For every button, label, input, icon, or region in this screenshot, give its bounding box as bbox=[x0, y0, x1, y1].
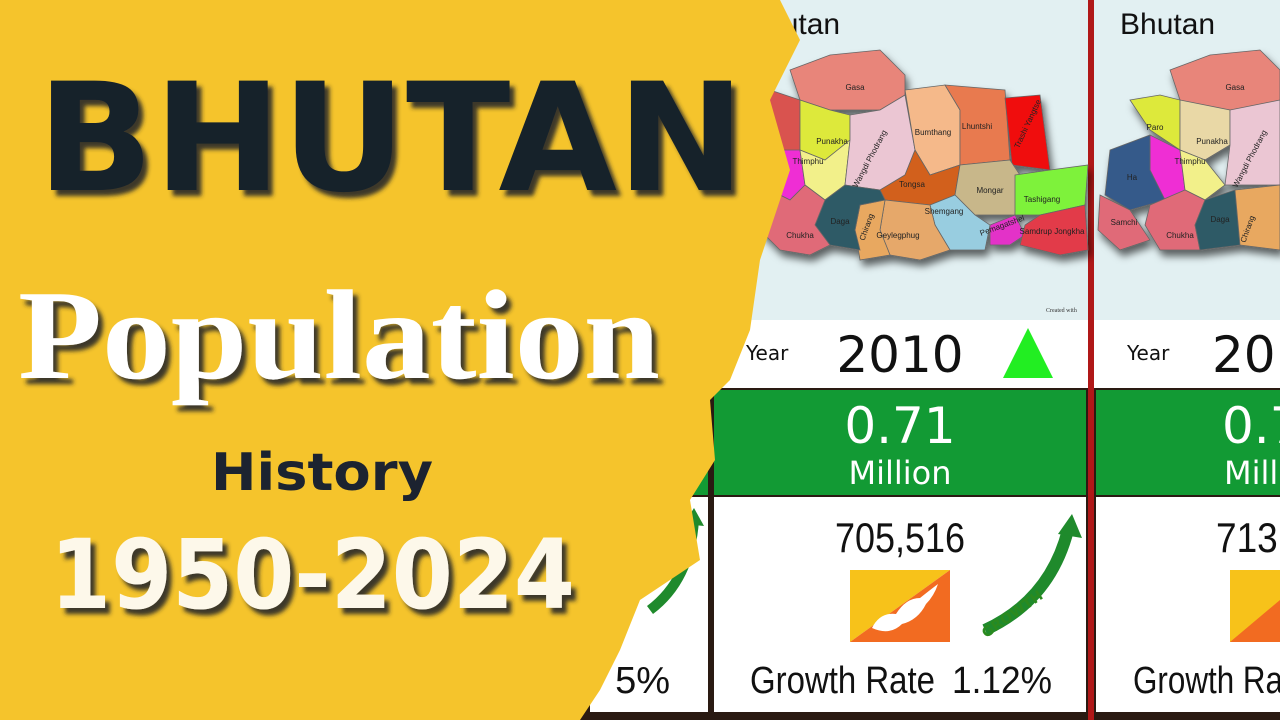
title: BHUTAN bbox=[37, 52, 745, 226]
region bbox=[1179, 149, 1226, 201]
region-label: Daga bbox=[1210, 215, 1230, 224]
growth-rate-label: Growth Ra bbox=[1133, 660, 1280, 702]
year: 20 bbox=[1212, 326, 1276, 384]
region-label: Daga bbox=[830, 217, 850, 226]
region-label: Thimphu bbox=[1174, 157, 1205, 166]
region-label: Samchi bbox=[1111, 218, 1138, 227]
region bbox=[1234, 184, 1280, 251]
flag-orange bbox=[1230, 600, 1280, 642]
growth-rate: 5% bbox=[615, 660, 670, 702]
growth-arrow-head bbox=[1058, 514, 1082, 538]
region bbox=[1224, 99, 1280, 186]
card-title: Bhutan bbox=[1120, 8, 1215, 41]
year-label: Year bbox=[1126, 341, 1170, 365]
flag-dragon bbox=[872, 584, 938, 632]
region-label: Paro bbox=[1147, 123, 1164, 132]
population: 713, bbox=[1216, 514, 1280, 561]
region-label: Tashigang bbox=[1024, 195, 1060, 204]
region-label: Bumthang bbox=[915, 128, 951, 137]
country-card: Bhutan Gasa Punakha Paro Thimphu Ha Samc… bbox=[1094, 0, 1280, 712]
population: 705,516 bbox=[835, 514, 965, 561]
region-label: Ha bbox=[1127, 173, 1138, 182]
population-unit: Mill bbox=[1224, 454, 1278, 492]
population-millions: 0.71 bbox=[844, 397, 955, 455]
years: 1950-2024 bbox=[50, 519, 575, 631]
region bbox=[1194, 189, 1241, 251]
growth-rate-label: Growth Rate bbox=[750, 660, 935, 702]
region bbox=[1019, 204, 1089, 256]
map bbox=[1097, 49, 1280, 251]
divider bbox=[1088, 0, 1094, 720]
growth-rate: 1.12% bbox=[952, 660, 1052, 702]
year-label: Year bbox=[745, 341, 789, 365]
population-band bbox=[1096, 390, 1280, 495]
region-label: Chukha bbox=[786, 231, 814, 240]
region bbox=[1179, 99, 1231, 161]
growth-arrow bbox=[982, 528, 1074, 636]
region-label: Shemgang bbox=[925, 207, 964, 216]
topic: Population bbox=[18, 264, 660, 406]
subtitle: History bbox=[211, 443, 433, 503]
region-label: Samdrup Jongkha bbox=[1020, 227, 1085, 236]
region-label: Mongar bbox=[976, 186, 1003, 195]
population-millions: 0.7 bbox=[1222, 397, 1280, 455]
population-unit: Million bbox=[848, 454, 951, 492]
region-label: Gasa bbox=[845, 83, 865, 92]
region-label: Lhuntshi bbox=[962, 122, 992, 131]
title-panel bbox=[0, 0, 800, 720]
year: 2010 bbox=[836, 326, 963, 384]
region-label: Chukha bbox=[1166, 231, 1194, 240]
credit: Created with bbox=[1046, 308, 1077, 314]
region-label: Gasa bbox=[1225, 83, 1245, 92]
region bbox=[1097, 194, 1151, 251]
flag bbox=[850, 570, 950, 642]
year-row bbox=[1094, 320, 1280, 388]
region-label: Thimphu bbox=[792, 157, 823, 166]
trend-arrow bbox=[1003, 328, 1053, 378]
region bbox=[989, 214, 1026, 246]
population-band bbox=[714, 390, 1086, 495]
region-label: Punakha bbox=[816, 137, 848, 146]
region-label: Geylegphug bbox=[876, 231, 919, 240]
region-label: Punakha bbox=[1196, 137, 1228, 146]
region-label: Tongsa bbox=[899, 180, 925, 189]
